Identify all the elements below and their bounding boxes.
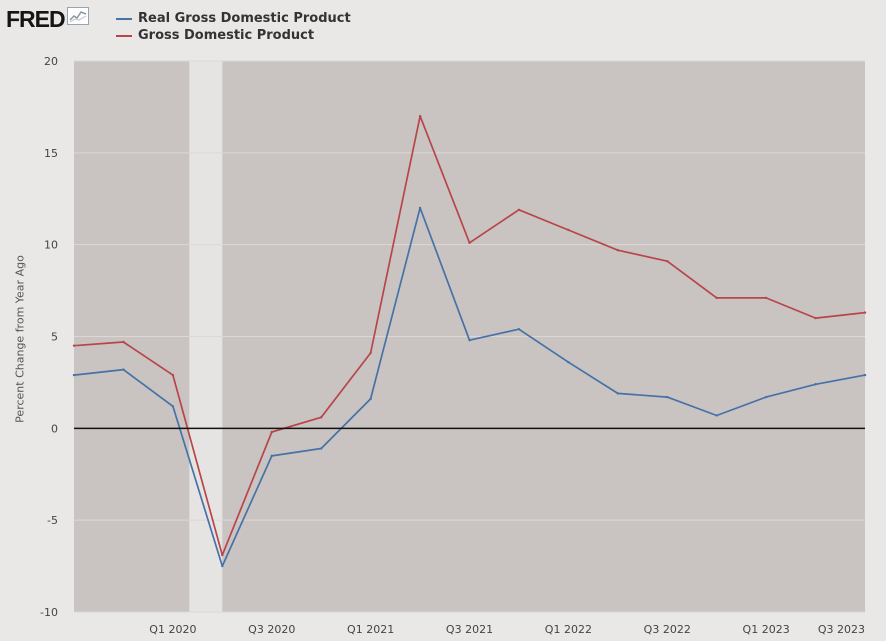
fred-logo[interactable]: FRED (6, 6, 89, 32)
data-point (418, 114, 422, 118)
data-point (863, 373, 867, 377)
y-tick-label: -5 (47, 514, 58, 527)
data-point (764, 296, 768, 300)
data-point (666, 259, 669, 263)
legend-swatch (116, 34, 132, 37)
chart-legend: Real Gross Domestic Product Gross Domesti… (116, 10, 351, 44)
y-tick-label: 5 (51, 331, 58, 344)
logo-text: FRED (6, 6, 66, 32)
data-point (319, 447, 323, 450)
data-point (715, 414, 718, 417)
data-point (418, 206, 422, 210)
data-point (814, 383, 817, 386)
trend-chart-icon (66, 6, 89, 30)
data-point (72, 344, 76, 347)
chart-header: FRED Real Gross Domestic Product Gross Do… (0, 0, 886, 50)
data-point (468, 241, 471, 245)
legend-swatch (116, 17, 132, 20)
y-tick-label: 15 (44, 147, 58, 160)
data-point (814, 316, 817, 320)
x-tick-label: Q3 2023 (818, 623, 865, 636)
legend-label: Gross Domestic Product (138, 28, 315, 43)
data-point (171, 405, 175, 408)
y-tick-label: 10 (44, 239, 58, 252)
data-point (369, 397, 372, 401)
data-point (72, 373, 76, 377)
data-point (616, 392, 620, 395)
y-tick-label: -10 (40, 606, 58, 619)
data-point (567, 361, 570, 364)
legend-label: Real Gross Domestic Product (138, 11, 351, 26)
x-tick-label: Q1 2020 (149, 623, 196, 636)
x-tick-label: Q1 2023 (743, 623, 790, 636)
data-point (221, 553, 224, 557)
data-point (567, 228, 570, 232)
data-point (319, 416, 323, 419)
data-point (221, 564, 224, 568)
legend-item[interactable]: Real Gross Domestic Product (116, 10, 351, 27)
data-point (270, 454, 273, 458)
data-point (715, 296, 718, 300)
data-point (863, 311, 867, 314)
y-tick-label: 20 (44, 55, 58, 68)
x-tick-label: Q3 2021 (446, 623, 493, 636)
data-point (122, 340, 125, 344)
legend-item[interactable]: Gross Domestic Product (116, 27, 351, 44)
data-point (369, 351, 372, 355)
data-point (270, 430, 273, 434)
data-point (764, 395, 768, 399)
data-point (468, 338, 471, 342)
data-point (122, 368, 125, 371)
data-point (517, 208, 521, 211)
data-point (616, 248, 620, 252)
data-point (666, 395, 669, 399)
data-point (517, 327, 521, 331)
x-tick-label: Q1 2022 (545, 623, 592, 636)
x-tick-label: Q3 2022 (644, 623, 691, 636)
x-tick-label: Q1 2021 (347, 623, 394, 636)
y-tick-label: 0 (51, 422, 58, 435)
x-tick-label: Q3 2020 (248, 623, 295, 636)
data-point (171, 373, 175, 377)
